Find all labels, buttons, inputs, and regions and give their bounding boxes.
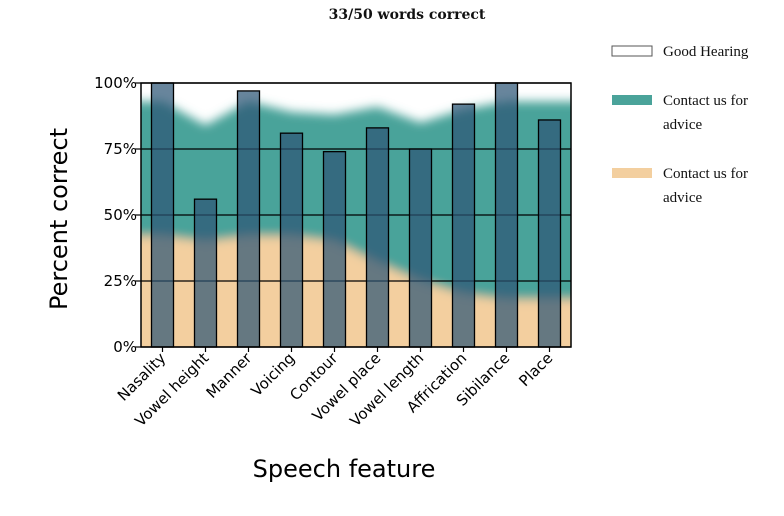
bars bbox=[150, 82, 562, 348]
legend: Good Hearing Contact us for advice Contac… bbox=[611, 44, 749, 206]
bar-manner bbox=[236, 90, 261, 348]
legend-swatch-contact-advice-tan bbox=[612, 168, 652, 178]
legend-label-contact-advice-tan: Contact us for advice bbox=[663, 166, 748, 206]
y-tick-label: 75% bbox=[104, 140, 137, 158]
y-tick-label: 50% bbox=[104, 206, 137, 224]
bar-voicing bbox=[279, 132, 304, 348]
y-tick-label: 25% bbox=[104, 272, 137, 290]
bar-vowel-height bbox=[193, 198, 218, 348]
x-tick-label: Place bbox=[515, 349, 556, 390]
legend-swatch-good-hearing bbox=[611, 45, 653, 57]
x-tick-label: Manner bbox=[203, 349, 256, 402]
plot-frame bbox=[140, 82, 572, 348]
bar-nasality bbox=[150, 82, 175, 348]
bar-affrication bbox=[451, 103, 476, 348]
bar-contour bbox=[322, 150, 347, 348]
y-axis-title: Percent correct bbox=[45, 128, 73, 310]
bar-sibilance bbox=[494, 82, 519, 348]
legend-swatch-contact-advice-teal bbox=[612, 95, 652, 105]
y-tick-label: 0% bbox=[113, 338, 137, 356]
performance-bands bbox=[141, 83, 571, 347]
x-axis-title: Speech feature bbox=[253, 455, 436, 483]
legend-label-contact-advice-teal: Contact us for advice bbox=[663, 93, 748, 133]
y-axis-ticks: 0% 25% 50% 75% 100% bbox=[94, 74, 137, 356]
legend-label-good-hearing: Good Hearing bbox=[663, 44, 749, 60]
y-tick-label: 100% bbox=[94, 74, 137, 92]
bar-vowel-length bbox=[408, 148, 433, 348]
bar-vowel-place bbox=[365, 127, 390, 348]
chart-title: 33/50 words correct bbox=[329, 7, 486, 23]
bar-place bbox=[537, 119, 562, 348]
